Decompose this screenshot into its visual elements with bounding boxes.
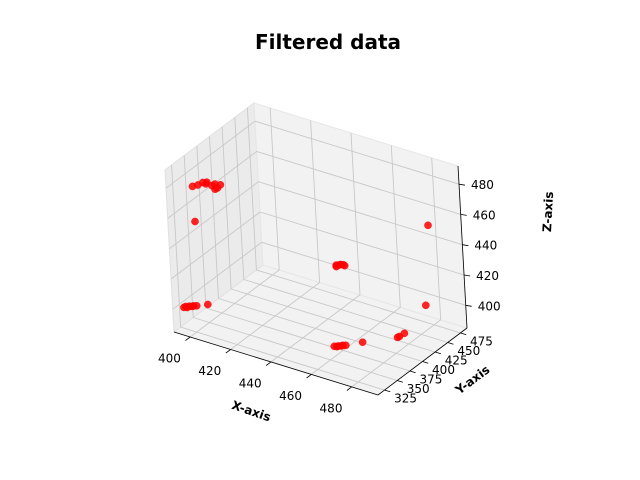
grid-line-y-floor (205, 307, 411, 372)
x-tick-mark (185, 336, 191, 341)
scatter-point (424, 221, 432, 230)
z-tick-mark (464, 274, 471, 277)
x-tick-label: 440 (239, 377, 262, 391)
grid-line-y-left (234, 117, 245, 280)
y-tick-label: 325 (394, 392, 417, 406)
grid-line-z-left (170, 211, 261, 280)
axes-lines (173, 165, 472, 396)
grid-line-y-left (209, 136, 219, 299)
z-tick-label: 420 (476, 269, 499, 283)
x-tick-label: 480 (320, 402, 343, 416)
chart-title: Filtered data (255, 30, 401, 54)
grid-line-x-back (269, 107, 280, 271)
grid-line-y-left (183, 155, 194, 318)
z-tick-label: 440 (474, 239, 497, 253)
y-tick-mark (447, 342, 454, 345)
scatter-point (191, 217, 199, 226)
grid-line-y-floor (230, 288, 436, 353)
y-tick-mark (409, 370, 416, 374)
z-tick-mark (465, 304, 472, 307)
grid-line-x-back (431, 157, 442, 320)
x-tick-mark (265, 361, 272, 366)
y-tick-mark (384, 389, 391, 393)
grid-line-x-back (350, 132, 361, 295)
x-tick-label: 400 (158, 352, 181, 366)
z-tick-label: 400 (478, 299, 501, 313)
x-axis-label: X-axis (230, 398, 273, 424)
z-tick-mark (460, 214, 467, 216)
grid-line-y-floor (218, 298, 423, 362)
grid-line-z-back (261, 241, 466, 306)
grid-line-y-left (196, 145, 207, 309)
scatter-point (421, 301, 430, 310)
z-axis-line (457, 165, 468, 329)
y-tick-mark (434, 351, 442, 355)
grid-line-x-back (310, 120, 321, 283)
grid-line-z-back (254, 120, 460, 185)
scatter-point (341, 341, 350, 350)
x-axis-line (173, 331, 379, 396)
y-tick-mark (422, 361, 429, 364)
y-tick-label: 350 (407, 382, 430, 396)
scatter-point (202, 178, 211, 186)
x-tick-mark (306, 374, 312, 379)
grid-line-z-back (256, 150, 461, 215)
grid-line-y-left (171, 165, 182, 328)
y-tick-label: 425 (445, 354, 468, 368)
grid-line-y-floor (180, 326, 385, 391)
scatter-points (180, 178, 432, 351)
y-tick-label: 400 (432, 363, 455, 377)
y-tick-mark (460, 332, 467, 336)
x-tick-mark (346, 386, 352, 391)
x-tick-label: 460 (279, 389, 302, 403)
z-tick-mark (462, 244, 469, 247)
z-tick-label: 480 (471, 178, 494, 192)
tick-labels: 4004204404604803253503754004254504754004… (158, 178, 501, 415)
grid-line-z-back (259, 211, 465, 276)
grid-line-y-left (246, 107, 257, 270)
grid-line-y-floor (256, 269, 461, 334)
grid-line-z-left (169, 181, 259, 250)
grid-line-y-left (221, 126, 232, 290)
y-tick-label: 450 (457, 344, 480, 358)
x-tick-mark (225, 349, 231, 354)
y-tick-mark (397, 380, 404, 383)
scatter-point (203, 300, 212, 309)
y-tick-label: 475 (470, 334, 493, 348)
x-tick-label: 420 (198, 364, 221, 378)
grid-line-y-floor (193, 317, 398, 381)
y-axis-label: Y-axis (452, 362, 492, 397)
z-tick-label: 460 (473, 208, 496, 222)
y-tick-label: 375 (419, 373, 442, 387)
scatter-point (340, 261, 349, 270)
grid-line-z-back (258, 181, 463, 246)
z-tick-mark (458, 183, 466, 186)
scatter-point (358, 338, 367, 347)
scatter-point (192, 301, 201, 310)
grid-line-y-floor (243, 279, 448, 343)
scatter-point (216, 180, 225, 189)
scatter-point (400, 329, 409, 338)
z-axis-label: Z-axis (540, 191, 556, 232)
grid-line-x-back (390, 145, 401, 308)
grid-line-z-left (172, 241, 262, 310)
grid-line-z-left (165, 120, 256, 189)
